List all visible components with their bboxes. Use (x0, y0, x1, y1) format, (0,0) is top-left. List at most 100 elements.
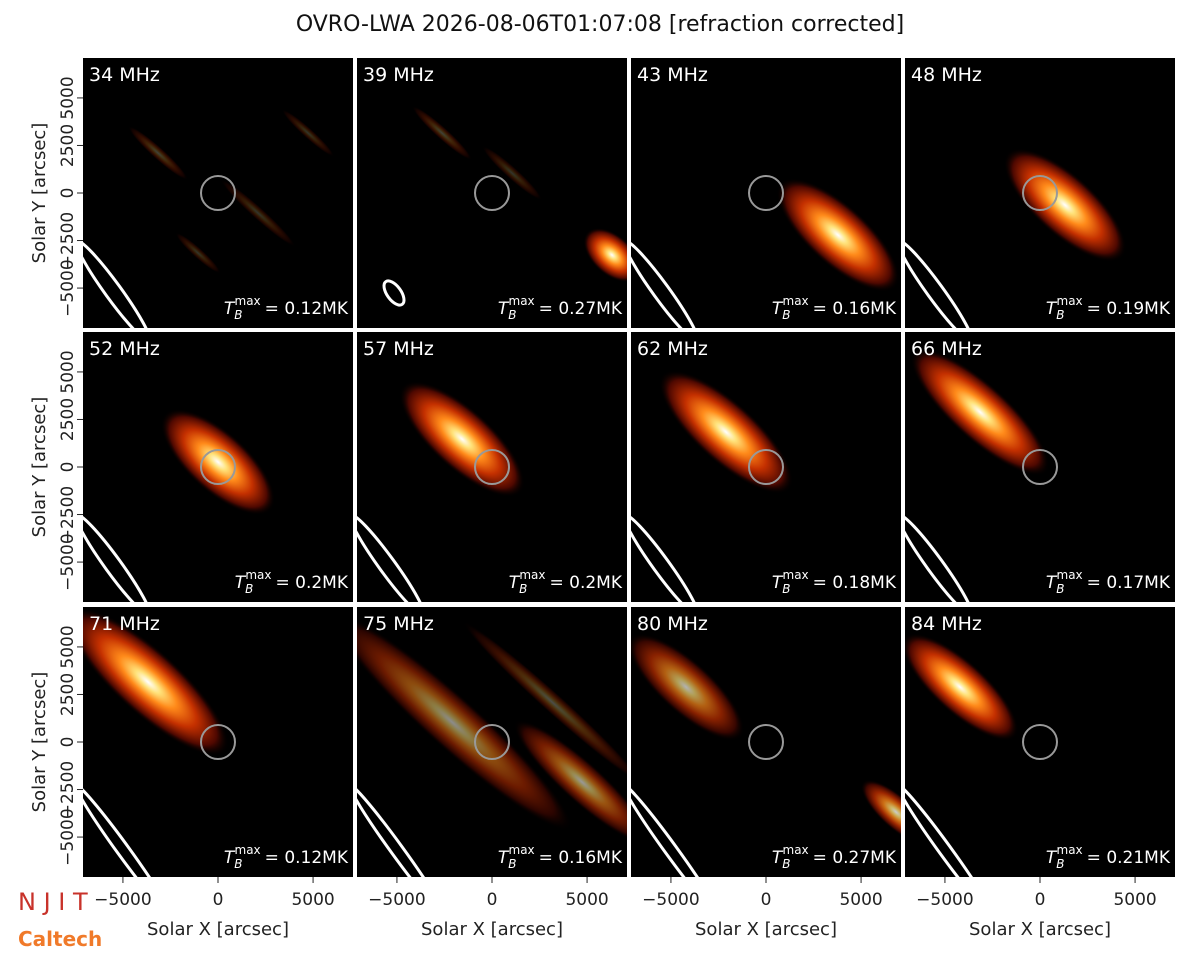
emission (357, 613, 573, 831)
tb-value: = 0.2MK (550, 573, 623, 593)
panel-background (357, 58, 627, 328)
emission (281, 109, 335, 157)
figure-title: OVRO-LWA 2026-08-06T01:07:08 [refraction… (296, 12, 904, 37)
beam (357, 783, 446, 877)
tb-value: = 0.27MK (539, 299, 623, 319)
y-tick-label: −2500 (58, 212, 78, 270)
emission (631, 633, 745, 741)
tb-sub: B (508, 857, 516, 871)
frequency-label: 75 MHz (363, 613, 434, 635)
tb-max-label: TBmax = 0.12MK (224, 294, 349, 322)
tb-sub: B (508, 308, 516, 322)
y-tick-label: 0 (58, 462, 78, 473)
solar-disk (474, 724, 510, 760)
beam (357, 513, 426, 602)
emission (659, 370, 793, 494)
emission (220, 179, 296, 247)
emission (462, 621, 627, 783)
beam (905, 513, 974, 602)
panel (631, 607, 901, 877)
frequency-label: 71 MHz (89, 613, 160, 635)
emission (399, 381, 525, 497)
y-tick-label: −5000 (58, 533, 78, 591)
emission (860, 779, 901, 845)
solar-disk (200, 449, 236, 485)
tb-max-label: TBmax = 0.2MK (509, 568, 623, 596)
tb-sub: B (245, 582, 253, 596)
x-tick-label: 5000 (565, 890, 608, 910)
panel (83, 332, 353, 602)
njit-logo: N J I T (18, 888, 88, 916)
x-tick-label: 0 (487, 890, 498, 910)
solar-disk (1022, 175, 1058, 211)
frequency-label: 62 MHz (637, 338, 708, 360)
tb-max-label: TBmax = 0.16MK (498, 843, 623, 871)
panel (905, 58, 1175, 328)
tb-sub: B (234, 857, 242, 871)
emission (482, 145, 542, 201)
y-tick-label: 0 (58, 737, 78, 748)
beam (83, 239, 152, 328)
panel (905, 607, 1175, 877)
solar-disk (1022, 724, 1058, 760)
y-tick-label: −5000 (58, 808, 78, 866)
solar-disk (200, 724, 236, 760)
panel (631, 58, 901, 328)
y-tick-label: 5000 (58, 625, 78, 668)
beam (905, 783, 994, 877)
frequency-label: 34 MHz (89, 64, 160, 86)
beam (631, 783, 720, 877)
tb-max-label: TBmax = 0.27MK (772, 843, 897, 871)
tb-max-label: TBmax = 0.17MK (1046, 568, 1171, 596)
tb-sup: max (245, 568, 271, 582)
tb-value: = 0.12MK (265, 299, 349, 319)
x-axis-label: Solar X [arcsec] (421, 919, 563, 940)
panel-background (83, 58, 353, 328)
panel (357, 332, 627, 602)
tb-max-label: TBmax = 0.2MK (235, 568, 349, 596)
tb-max-label: TBmax = 0.18MK (772, 568, 897, 596)
tb-sub: B (782, 857, 790, 871)
tb-sub: B (1056, 308, 1064, 322)
tb-symbol: T (224, 848, 236, 868)
tb-sup: max (519, 568, 545, 582)
y-tick-label: −5000 (58, 259, 78, 317)
tb-symbol: T (772, 848, 784, 868)
emission (910, 348, 1050, 476)
tb-symbol: T (509, 573, 521, 593)
emission (776, 178, 900, 292)
tb-sub: B (1056, 857, 1064, 871)
tb-sup: max (1057, 568, 1083, 582)
tb-symbol: T (772, 573, 784, 593)
tb-max-label: TBmax = 0.27MK (498, 294, 623, 322)
beam (905, 239, 974, 328)
y-tick-label: 2500 (58, 673, 78, 716)
tb-symbol: T (1046, 848, 1058, 868)
tb-value: = 0.12MK (265, 848, 349, 868)
panel (83, 607, 353, 877)
frequency-label: 43 MHz (637, 64, 708, 86)
x-tick-label: 5000 (1113, 890, 1156, 910)
tb-sub: B (234, 308, 242, 322)
y-axis-label: Solar Y [arcsec] (29, 123, 50, 264)
tb-sub: B (782, 308, 790, 322)
y-axis-label: Solar Y [arcsec] (29, 672, 50, 813)
tb-sup: max (783, 294, 809, 308)
beam (631, 513, 700, 602)
panel (905, 332, 1175, 602)
frequency-label: 39 MHz (363, 64, 434, 86)
x-tick-label: 0 (761, 890, 772, 910)
panel (83, 58, 353, 328)
frequency-label: 52 MHz (89, 338, 160, 360)
tb-symbol: T (772, 299, 784, 319)
x-tick-label: −5000 (916, 890, 974, 910)
tb-value: = 0.2MK (276, 573, 349, 593)
tb-symbol: T (1046, 299, 1058, 319)
y-tick-label: 2500 (58, 398, 78, 441)
tb-value: = 0.16MK (813, 299, 897, 319)
x-tick-label: −5000 (642, 890, 700, 910)
solar-disk (1022, 449, 1058, 485)
x-tick-label: 5000 (291, 890, 334, 910)
beam (83, 783, 172, 877)
beam (631, 239, 700, 328)
